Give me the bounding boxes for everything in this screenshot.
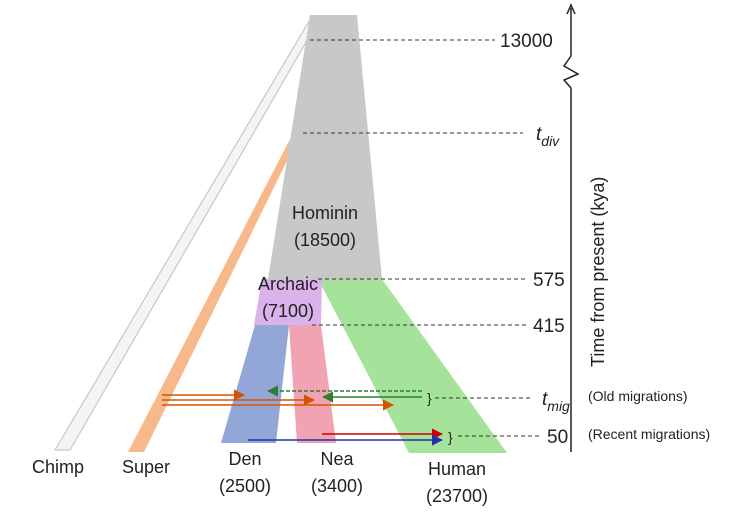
tick-575: 575 (533, 270, 565, 291)
old-migrations-label: (Old migrations) (588, 388, 688, 404)
tick-415: 415 (533, 316, 565, 337)
tick-tmig-main: t (542, 389, 548, 410)
old-migration-arrows (162, 385, 422, 411)
hominin-label: Hominin (292, 203, 358, 223)
human-label: Human (428, 459, 486, 479)
super-branch (128, 114, 310, 452)
tick-50: 50 (547, 427, 568, 448)
super-label: Super (122, 457, 170, 477)
hominin-size: (18500) (294, 230, 356, 250)
old-migration-brace: } (427, 390, 432, 406)
archaic-label: Archaic (258, 274, 318, 294)
tick-tdiv-main: t (536, 124, 542, 145)
time-axis (562, 3, 580, 452)
recent-migration-brace: } (448, 429, 453, 445)
tick-tdiv-sub: div (541, 133, 560, 149)
tick-tmig-sub: mig (547, 398, 570, 414)
nea-branch (289, 325, 336, 443)
recent-migrations-label: (Recent migrations) (588, 426, 710, 442)
human-size: (23700) (426, 486, 488, 506)
human-branch (318, 279, 507, 453)
den-label: Den (228, 449, 261, 469)
archaic-size: (7100) (262, 301, 314, 321)
nea-label: Nea (320, 449, 354, 469)
tick-tmig: tmig (542, 389, 570, 414)
time-axis-label: Time from present (kya) (588, 177, 608, 367)
recent-migration-arrows (248, 428, 444, 446)
den-size: (2500) (219, 476, 271, 496)
time-guide-lines (303, 39, 540, 437)
tick-13000: 13000 (500, 31, 553, 52)
tick-tdiv: tdiv (536, 124, 560, 149)
hominin-branch (268, 15, 382, 279)
chimp-label: Chimp (32, 457, 84, 477)
archaic-branch (254, 279, 322, 325)
den-branch (221, 325, 289, 443)
nea-size: (3400) (311, 476, 363, 496)
